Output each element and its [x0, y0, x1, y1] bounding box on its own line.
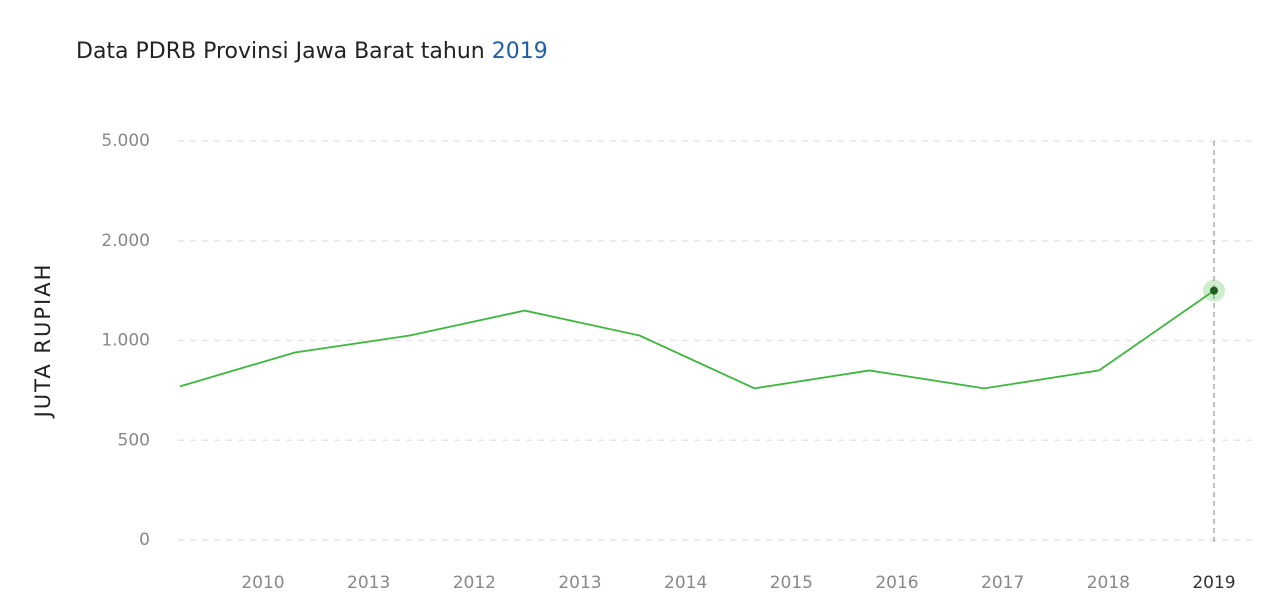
y-tick-label: 500	[118, 430, 150, 450]
x-tick-label: 2019	[1192, 573, 1235, 593]
y-tick-label: 1.000	[101, 331, 150, 351]
y-tick-label: 5.000	[101, 131, 150, 151]
x-tick-label: 2010	[241, 573, 284, 593]
x-tick-label: 2017	[981, 573, 1024, 593]
data-line	[179, 289, 1215, 390]
x-tick-label: 2013	[558, 573, 601, 593]
title-text: Data PDRB Provinsi Jawa Barat tahun	[76, 39, 485, 64]
x-tick-label: 2013	[347, 573, 390, 593]
title-year: 2019	[492, 39, 548, 64]
y-tick-label: 2.000	[101, 231, 150, 251]
y-axis-label: JUTA RUPIAH	[31, 263, 55, 420]
x-tick-label: 2016	[875, 573, 918, 593]
x-tick-label: 2018	[1087, 573, 1130, 593]
chart-title: Data PDRB Provinsi Jawa Barat tahun 2019	[76, 39, 548, 64]
x-tick-label: 2014	[664, 573, 707, 593]
x-tick-label: 2012	[453, 573, 496, 593]
x-tick-label: 2015	[770, 573, 813, 593]
y-tick-label: 0	[139, 530, 150, 550]
highlight-point	[1210, 286, 1218, 295]
